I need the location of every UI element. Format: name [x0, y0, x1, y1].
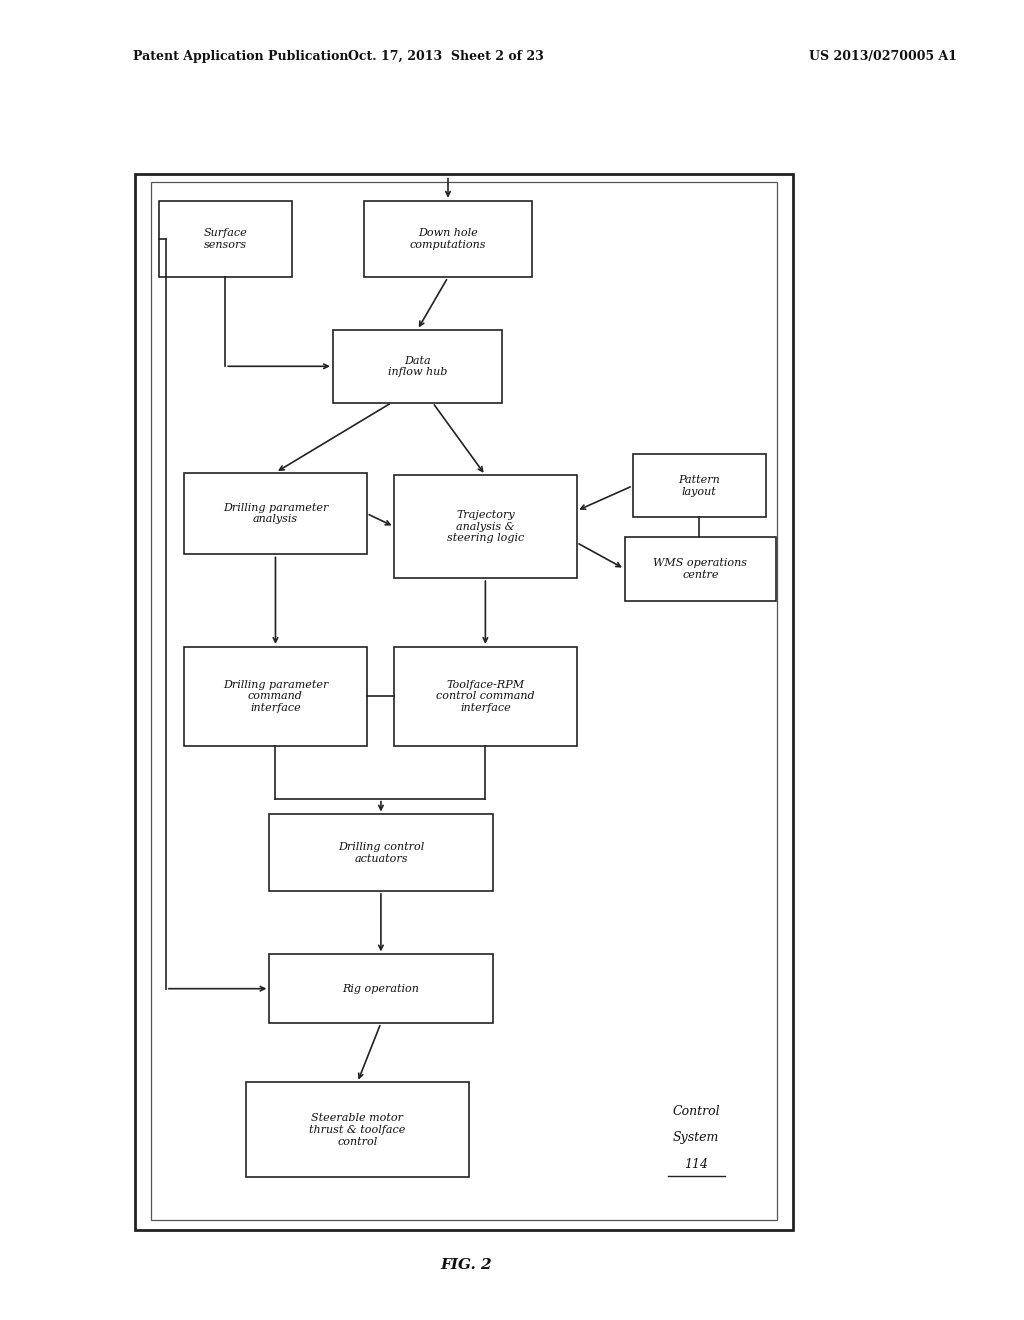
- Text: Surface
sensors: Surface sensors: [204, 228, 247, 249]
- Text: Drilling parameter
analysis: Drilling parameter analysis: [223, 503, 328, 524]
- Text: System: System: [673, 1131, 720, 1144]
- Text: Oct. 17, 2013  Sheet 2 of 23: Oct. 17, 2013 Sheet 2 of 23: [347, 50, 544, 63]
- Text: Control: Control: [673, 1105, 720, 1118]
- Bar: [151, 182, 777, 1220]
- Bar: [269, 814, 493, 891]
- Bar: [333, 330, 502, 403]
- Text: Drilling control
actuators: Drilling control actuators: [338, 842, 424, 863]
- Bar: [625, 537, 776, 601]
- Text: US 2013/0270005 A1: US 2013/0270005 A1: [809, 50, 956, 63]
- Text: Steerable motor
thrust & toolface
control: Steerable motor thrust & toolface contro…: [309, 1113, 406, 1147]
- Bar: [159, 201, 292, 277]
- Text: WMS operations
centre: WMS operations centre: [653, 558, 748, 579]
- Bar: [394, 475, 577, 578]
- Text: Patent Application Publication: Patent Application Publication: [133, 50, 348, 63]
- Text: Toolface-RPM
control command
interface: Toolface-RPM control command interface: [436, 680, 535, 713]
- Bar: [246, 1082, 469, 1177]
- Bar: [184, 473, 367, 554]
- Text: FIG. 2: FIG. 2: [440, 1258, 492, 1271]
- Text: Trajectory
analysis &
steering logic: Trajectory analysis & steering logic: [446, 510, 524, 544]
- Bar: [633, 454, 766, 517]
- Bar: [135, 174, 793, 1230]
- Bar: [394, 647, 577, 746]
- Text: 114: 114: [684, 1158, 709, 1171]
- Bar: [364, 201, 532, 277]
- Text: Drilling parameter
command
interface: Drilling parameter command interface: [223, 680, 328, 713]
- Text: Rig operation: Rig operation: [342, 983, 420, 994]
- Text: Down hole
computations: Down hole computations: [410, 228, 486, 249]
- Bar: [269, 954, 493, 1023]
- Text: Data
inflow hub: Data inflow hub: [388, 355, 446, 378]
- Text: Pattern
layout: Pattern layout: [679, 475, 720, 496]
- Bar: [184, 647, 367, 746]
